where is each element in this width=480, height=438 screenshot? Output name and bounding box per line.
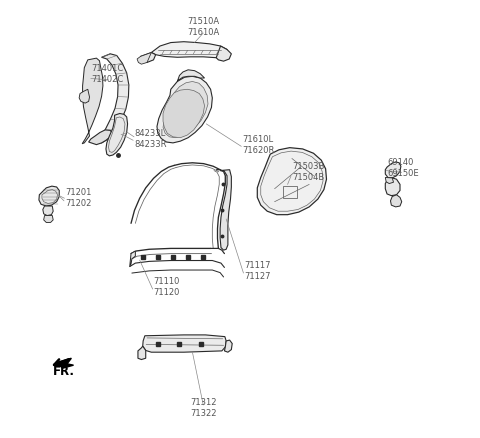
Polygon shape — [385, 162, 401, 178]
Polygon shape — [391, 195, 402, 207]
Polygon shape — [130, 251, 135, 267]
Text: 71110
71120: 71110 71120 — [154, 277, 180, 297]
Polygon shape — [385, 177, 394, 184]
Text: 69140
69150E: 69140 69150E — [387, 158, 419, 178]
Text: 71610L
71620R: 71610L 71620R — [242, 134, 275, 155]
Text: FR.: FR. — [53, 365, 75, 378]
Polygon shape — [163, 89, 204, 138]
Polygon shape — [137, 53, 151, 64]
Polygon shape — [257, 148, 326, 215]
Polygon shape — [157, 76, 212, 143]
Text: 71117
71127: 71117 71127 — [244, 261, 271, 281]
Polygon shape — [151, 42, 227, 58]
Polygon shape — [138, 346, 146, 360]
Text: 71401C
71402C: 71401C 71402C — [91, 64, 123, 84]
Text: 84233L
84233R: 84233L 84233R — [134, 129, 167, 149]
Polygon shape — [141, 53, 156, 63]
Polygon shape — [225, 340, 232, 352]
Text: 71312
71322: 71312 71322 — [190, 398, 216, 418]
Polygon shape — [79, 89, 89, 103]
Polygon shape — [385, 178, 400, 196]
Polygon shape — [82, 58, 103, 144]
Polygon shape — [216, 46, 231, 61]
Text: 71503B
71504B: 71503B 71504B — [292, 162, 324, 182]
Polygon shape — [96, 54, 129, 143]
Polygon shape — [163, 81, 208, 138]
Text: 71510A
71610A: 71510A 71610A — [187, 17, 219, 37]
Polygon shape — [106, 113, 128, 156]
Polygon shape — [56, 358, 73, 368]
Polygon shape — [143, 335, 226, 352]
Text: 71201
71202: 71201 71202 — [65, 188, 91, 208]
Polygon shape — [39, 186, 59, 206]
Polygon shape — [177, 70, 204, 81]
Polygon shape — [44, 215, 53, 223]
Polygon shape — [89, 130, 112, 145]
Polygon shape — [220, 170, 231, 250]
Polygon shape — [43, 206, 53, 215]
